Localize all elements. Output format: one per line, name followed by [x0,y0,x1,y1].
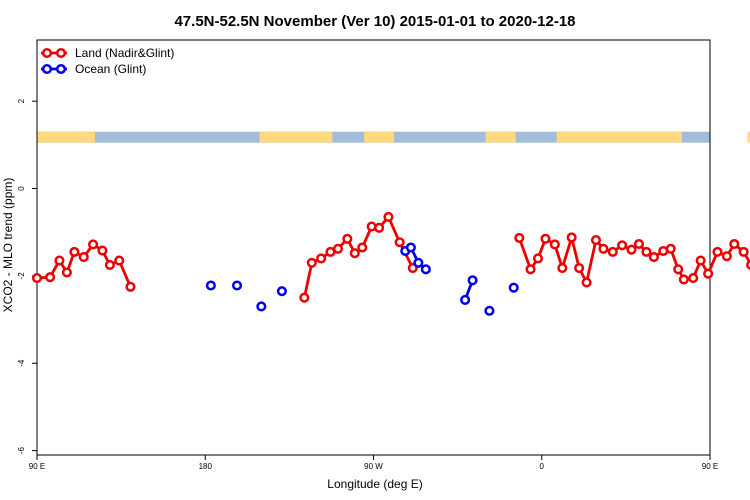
data-point [581,277,592,288]
data-point [78,252,89,263]
land-ocean-strip [37,131,750,143]
data-point [69,246,80,257]
land-strip-segment [556,131,682,143]
series-layer [31,211,750,316]
data-point [566,232,577,243]
data-point [205,280,216,291]
land-strip-segment [485,131,516,143]
y-tick-label: 0 [17,186,26,191]
data-point [532,253,544,264]
data-point [678,274,689,285]
data-point [276,286,287,297]
data-point [231,280,243,291]
data-point [557,262,568,274]
data-point [114,255,125,266]
data-point [125,281,136,292]
y-tick-label: -6 [17,447,26,455]
legend-marker [55,47,67,59]
data-point [61,267,72,278]
data-point [514,232,525,243]
data-point [549,239,560,250]
data-point [383,211,394,222]
legend-marker [55,63,67,75]
data-point [746,260,750,270]
data-point [316,253,327,264]
x-tick-label: 90 E [702,462,718,471]
legend-item: Land (Nadir&Glint) [41,46,174,60]
legend-label: Ocean (Glint) [75,62,146,76]
x-tick-label: 0 [540,462,545,471]
data-point [349,248,360,259]
data-point [673,264,684,275]
data-point [540,233,551,244]
data-point [703,268,714,279]
data-point [460,294,471,305]
data-point [648,252,659,263]
y-tick-label: -2 [17,272,26,280]
data-point [525,264,536,275]
land-strip-segment [37,131,95,143]
data-point [394,237,405,248]
data-point [413,257,424,268]
x-tick-label: 90 E [29,462,45,471]
data-point [342,233,353,244]
chart-title: 47.5N-52.5N November (Ver 10) 2015-01-01… [174,13,575,30]
data-point [598,243,609,254]
data-point [633,238,645,250]
data-point [508,282,519,293]
plot-frame [36,39,711,456]
data-point [54,255,65,266]
land-strip-segment [364,131,395,143]
land-strip-segment [259,131,333,143]
data-point [712,246,723,257]
legend-item: Ocean (Glint) [41,62,146,76]
data-point [374,222,385,233]
data-point [721,251,732,262]
data-point [738,246,749,257]
y-tick-label: 2 [17,98,26,103]
series-ocean [205,242,519,316]
data-point [695,255,706,266]
legend-label: Land (Nadir&Glint) [75,46,174,60]
data-point [256,301,267,312]
data-point [467,275,478,286]
data-point [641,246,652,257]
data-point [729,238,740,250]
data-point [31,273,43,284]
data-point [299,292,310,303]
data-point [97,245,108,256]
data-point [574,262,585,274]
data-point [88,239,99,250]
data-point [688,273,699,284]
data-point [420,264,431,275]
data-point [484,305,495,316]
data-point [590,235,602,246]
data-point [607,246,618,257]
legend-marker [41,47,53,59]
series-land [31,211,750,303]
data-point [405,242,416,253]
data-point [45,272,56,283]
data-point [332,243,344,254]
x-tick-label: 90 W [364,462,383,471]
data-point [617,240,628,251]
x-tick-label: 180 [199,462,213,471]
legend-marker [41,63,53,75]
legend: Land (Nadir&Glint) Ocean (Glint) [41,46,174,76]
data-point [306,257,317,268]
data-point [626,244,637,255]
y-axis-label: XCO2 - MLO trend (ppm) [1,178,15,313]
data-point [357,242,368,253]
land-strip-segment [747,131,750,143]
y-tick-label: -4 [17,359,26,367]
data-point [104,259,115,271]
data-point [665,243,676,254]
x-axis-label: Longitude (deg E) [327,477,422,491]
